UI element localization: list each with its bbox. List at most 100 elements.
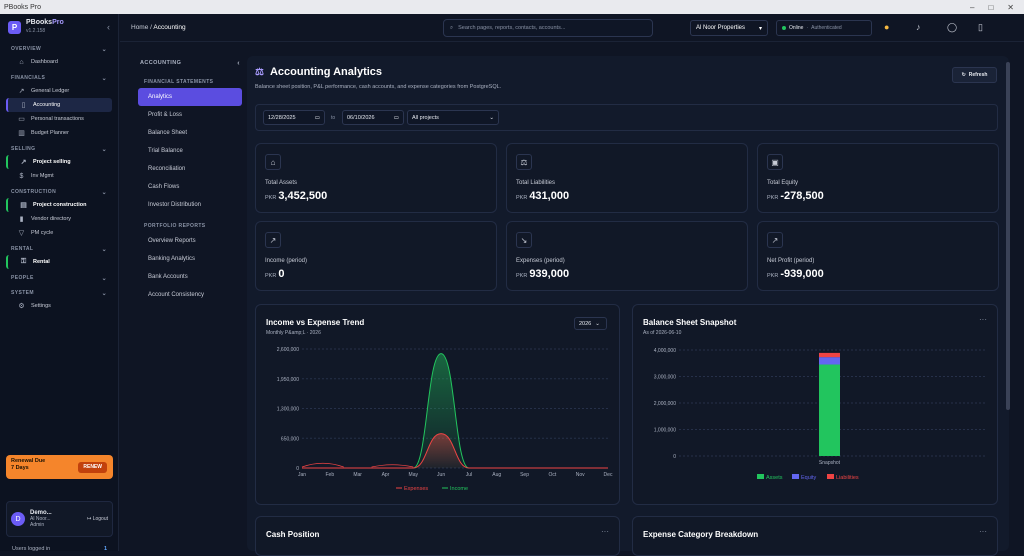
breadcrumb-home[interactable]: Home [131, 24, 149, 31]
sidebar-item[interactable]: ▯ Accounting [6, 98, 112, 112]
collapse-sidebar-icon[interactable]: ‹ [107, 22, 110, 32]
wallet-icon: ▣ [767, 154, 783, 170]
x-tick-label: Jan [298, 472, 306, 478]
logout-icon: ↦ [87, 516, 92, 522]
tenant-name: Al Noor Properties [696, 25, 746, 31]
project-select[interactable]: All projects ⌄ [407, 110, 499, 125]
subnav-item[interactable]: Profit & Loss [148, 112, 183, 118]
bell-icon[interactable]: ♪ [916, 22, 921, 32]
kpi-value: PKR 0 [265, 268, 284, 280]
subnav-item[interactable]: Reconciliation [148, 166, 186, 172]
y-tick-label: 4,000,000 [654, 348, 676, 354]
sidebar-item[interactable]: ▮ Vendor directory [6, 212, 112, 226]
sidebar-item[interactable]: ▭ Personal transactions [6, 112, 112, 126]
sidebar-section-header[interactable]: RENTAL ⌄ [0, 243, 118, 255]
calendar-icon: ▭ [393, 114, 399, 121]
trend-up-icon: ↗ [265, 232, 281, 248]
accounting-subnav: ACCOUNTING ‹ FINANCIAL STATEMENTS Analyti… [134, 56, 246, 551]
renewal-banner: Renewal Due 7 Days RENEW [6, 455, 113, 479]
date-to-value: 06/10/2026 [347, 114, 375, 121]
subnav-item[interactable]: Overview Reports [148, 238, 196, 244]
sidebar-section-header[interactable]: PEOPLE ⌄ [0, 272, 118, 284]
refresh-button[interactable]: ↻ Refresh [952, 67, 997, 83]
sidebar-item[interactable]: $ Inv Mgmt [6, 169, 112, 183]
stacked-bar-segment[interactable] [819, 364, 840, 456]
subnav-item[interactable]: Cash Flows [148, 184, 180, 190]
sidebar-item-label: PM cycle [31, 230, 54, 236]
maximize-icon[interactable]: □ [988, 2, 994, 12]
app-window-title: PBooks Pro [4, 3, 41, 11]
book-icon[interactable]: ▯ [978, 22, 983, 32]
legend-item[interactable]: Liabilities [827, 474, 859, 481]
stacked-bar-segment[interactable] [819, 352, 840, 358]
subnav-item[interactable]: Investor Distribution [148, 202, 202, 208]
sidebar-item[interactable]: ⚿ Rental [6, 255, 112, 269]
sidebar-item[interactable]: ▽ PM cycle [6, 226, 112, 240]
subnav-item[interactable]: Bank Accounts [148, 274, 188, 280]
y-tick-label: 1,300,000 [277, 407, 299, 413]
logout-button[interactable]: ↦ Logout [87, 516, 108, 522]
sidebar-section-header[interactable]: OVERVIEW ⌄ [0, 43, 118, 55]
trend-icon: ↗ [18, 88, 25, 95]
minimize-icon[interactable]: – [970, 2, 975, 12]
tenant-select[interactable]: Al Noor Properties ▾ [690, 20, 768, 36]
subnav-item[interactable]: Trial Balance [148, 148, 183, 154]
date-from-input[interactable]: 12/28/2025 ▭ [263, 110, 325, 125]
kpi-value: PKR 431,000 [516, 190, 569, 202]
balance-sheet-chart: 0 1,000,000 2,000,000 3,000,000 4,000,000 Sna… [654, 348, 985, 481]
sidebar-section-header[interactable]: CONSTRUCTION ⌄ [0, 186, 118, 198]
legend-item[interactable]: Expenses [396, 486, 428, 492]
more-icon[interactable]: ··· [979, 315, 987, 324]
search-placeholder: Search pages, reports, contacts, account… [458, 25, 566, 31]
sidebar-item[interactable]: ↗ General Ledger [6, 84, 112, 98]
x-tick-label: Snapshot [819, 460, 841, 466]
more-icon[interactable]: ··· [979, 527, 987, 536]
sidebar-item[interactable]: ⚙ Settings [6, 299, 112, 313]
more-icon[interactable]: ··· [601, 527, 609, 536]
theme-toggle-icon[interactable]: ● [884, 22, 890, 32]
legend-item[interactable]: Equity [792, 474, 817, 481]
close-icon[interactable]: ✕ [1007, 2, 1014, 12]
subnav-item[interactable]: Balance Sheet [148, 130, 188, 136]
x-tick-label: Jul [466, 472, 472, 478]
y-tick-label: 0 [673, 454, 676, 460]
online-dot-icon [782, 26, 786, 30]
stacked-bar-segment[interactable] [819, 357, 840, 365]
kpi-currency: PKR [516, 195, 528, 201]
subnav-item[interactable]: Banking Analytics [148, 256, 196, 262]
chat-icon[interactable]: ◯ [947, 22, 958, 32]
sidebar-item[interactable]: ▤ Project construction [6, 198, 112, 212]
y-tick-label: 2,000,000 [654, 401, 676, 407]
x-tick-label: Nov [576, 472, 585, 478]
legend-item[interactable]: Assets [757, 474, 783, 481]
app-version: v1.2.158 [26, 28, 46, 34]
x-tick-label: Oct [548, 472, 556, 478]
year-select[interactable]: 2026 ⌄ [574, 317, 607, 330]
main-content: ⚖ Accounting Analytics Balance sheet pos… [247, 56, 1009, 556]
status-online: Online [789, 25, 804, 31]
subnav-item[interactable]: Account Consistency [148, 292, 205, 298]
sidebar-section-header[interactable]: SYSTEM ⌄ [0, 287, 118, 299]
legend-item[interactable]: Income [442, 486, 468, 492]
sidebar-item-label: Budget Planner [31, 130, 69, 136]
page-title: Accounting Analytics [269, 66, 383, 78]
main-scrollbar[interactable] [1006, 62, 1010, 410]
chevron-down-icon: ⌄ [101, 46, 107, 53]
sidebar-item[interactable]: ↗ Project selling [6, 155, 112, 169]
y-tick-label: 1,950,000 [277, 377, 299, 383]
kpi-card: ↘ Expenses (period) PKR 939,000 [506, 221, 748, 291]
sidebar-item[interactable]: ▥ Budget Planner [6, 126, 112, 140]
search-input[interactable]: ⌕ Search pages, reports, contacts, accou… [443, 19, 653, 37]
sidebar-item[interactable]: ⌂ Dashboard [6, 55, 112, 69]
sidebar-section-label: SELLING [11, 146, 36, 152]
page-subtitle: Balance sheet position, P&L performance,… [255, 84, 502, 90]
sidebar-section-header[interactable]: SELLING ⌄ [0, 143, 118, 155]
balance-sheet-panel: Balance Sheet Snapshot As of 2026-06-10 … [632, 304, 998, 505]
sidebar-item-label: General Ledger [31, 88, 70, 94]
date-to-input[interactable]: 06/10/2026 ▭ [342, 110, 404, 125]
sidebar-section-header[interactable]: FINANCIALS ⌄ [0, 72, 118, 84]
renew-button[interactable]: RENEW [78, 462, 107, 473]
collapse-subnav-icon[interactable]: ‹ [237, 59, 240, 67]
subnav-item[interactable]: Analytics [138, 88, 242, 106]
kpi-label: Income (period) [265, 258, 308, 264]
